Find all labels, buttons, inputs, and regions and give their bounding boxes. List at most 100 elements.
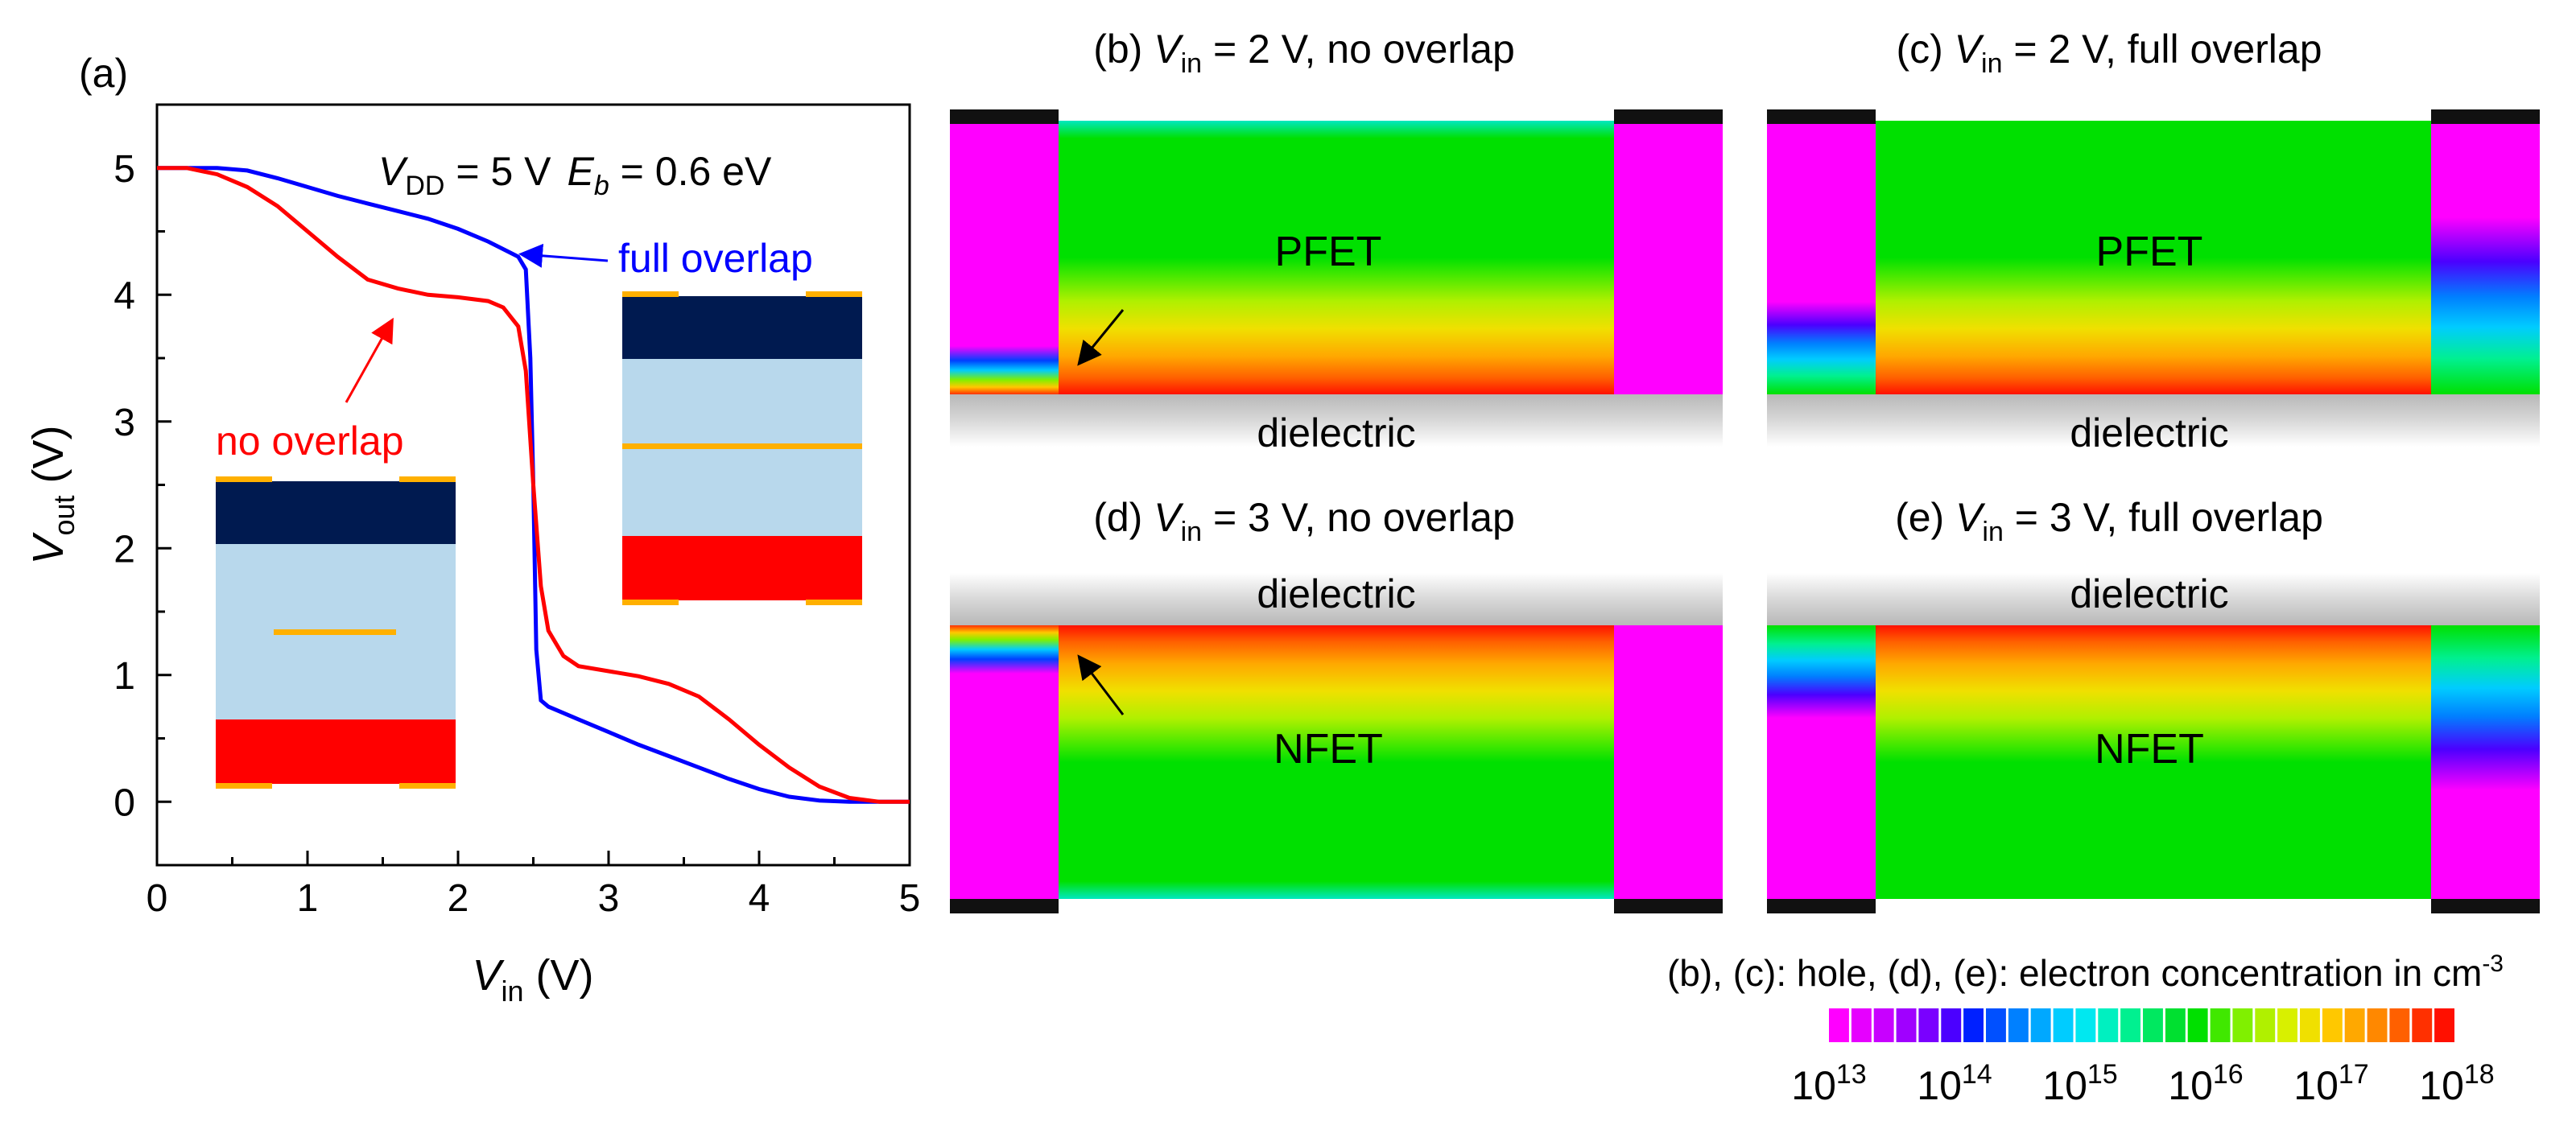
dielectric-layer — [1767, 394, 2540, 447]
panel-c-title: (c) Vin = 2 V, full overlap — [1896, 27, 2322, 79]
drain-contact-region — [1614, 625, 1723, 899]
inset-contact — [216, 476, 272, 482]
colorbar-swatch — [2120, 1008, 2140, 1042]
dielectric-label: dielectric — [1257, 571, 1415, 616]
y-axis-label: Vout (V) — [24, 425, 80, 564]
inset-gate — [274, 629, 396, 635]
x-tick-label: 3 — [598, 877, 620, 920]
colorbar-swatch — [2300, 1008, 2320, 1042]
inset-gate — [622, 443, 862, 449]
inset-top-layer — [622, 296, 862, 359]
y-tick-label: 1 — [114, 655, 135, 698]
full-overlap-label: full overlap — [618, 236, 813, 281]
colorbar-swatch — [2187, 1008, 2208, 1042]
inset-contact — [399, 476, 456, 482]
tick-labels: 0 1 2 3 4 5 0 1 2 3 4 5 — [114, 148, 920, 920]
contact-depletion-band — [2431, 217, 2540, 394]
device-label: NFET — [1274, 726, 1383, 773]
x-tick-label: 5 — [899, 877, 921, 920]
colorbar-tick-label: 1015 — [2042, 1059, 2117, 1108]
panel-a: (a) 0 1 2 3 4 5 0 1 2 3 4 5 Vin (V) Vout (V) VDD = … — [24, 51, 920, 1008]
metal-contact — [2431, 109, 2540, 124]
panel-b: PFET dielectric — [950, 109, 1723, 456]
colorbar-swatch — [2322, 1008, 2343, 1042]
dielectric-label: dielectric — [1257, 410, 1415, 456]
contact-depletion-band — [2431, 625, 2540, 790]
colorbar-swatch — [2412, 1008, 2433, 1042]
panel-e: dielectric NFET — [1767, 571, 2540, 913]
metal-contact — [2431, 899, 2540, 913]
colorbar-swatch — [1851, 1008, 1872, 1042]
inset-contact — [622, 291, 679, 297]
colorbar-swatch — [2210, 1008, 2231, 1042]
colorbar-tick-label: 1016 — [2168, 1059, 2243, 1108]
device-label: PFET — [2096, 229, 2203, 275]
colorbar-tick-label: 1017 — [2293, 1059, 2368, 1108]
metal-contact — [1767, 899, 1876, 913]
colorbar-swatch — [2143, 1008, 2163, 1042]
colorbar-caption: (b), (c): hole, (d), (e): electron conce… — [1667, 950, 2504, 994]
y-tick-label: 3 — [114, 402, 135, 444]
contact-depletion-band — [1767, 625, 1876, 718]
colorbar-ticks: 1013 1014 1015 1016 1017 1018 — [1791, 1059, 2494, 1108]
y-tick-label: 0 — [114, 781, 135, 824]
metal-contact — [1614, 109, 1723, 124]
inset-contact — [806, 291, 862, 297]
vdd-eb-annotation: VDD = 5 V Eb = 0.6 eV — [378, 149, 772, 201]
colorbar-swatch — [2165, 1008, 2186, 1042]
colorbar-swatch — [2434, 1008, 2454, 1042]
dielectric-layer — [1767, 573, 2540, 625]
device-label: PFET — [1275, 229, 1382, 275]
channel-region — [1767, 121, 2540, 394]
metal-contact — [950, 109, 1059, 124]
x-tick-label: 4 — [749, 877, 770, 920]
colorbar-swatch — [1918, 1008, 1939, 1042]
y-tick-label: 4 — [114, 274, 135, 317]
channel-region — [1767, 625, 2540, 899]
corner-arrow — [1077, 309, 1125, 366]
y-tick-label: 5 — [114, 148, 135, 191]
colorbar-tick-label: 1014 — [1917, 1059, 1992, 1108]
panel-e-title: (e) Vin = 3 V, full overlap — [1895, 495, 2323, 547]
panel-d: dielectric NFET — [950, 571, 1723, 913]
metal-contact — [1767, 109, 1876, 124]
series-line-no-overlap — [157, 166, 910, 804]
dielectric-label: dielectric — [2070, 571, 2228, 616]
colorbar-swatch — [2098, 1008, 2119, 1042]
inset-bottom-layer — [622, 536, 862, 600]
panel-b-title: (b) Vin = 2 V, no overlap — [1093, 27, 1515, 79]
y-tick-label: 2 — [114, 528, 135, 571]
x-tick-label: 0 — [147, 877, 168, 920]
corner-depletion — [950, 346, 1059, 394]
x-tick-label: 1 — [297, 877, 319, 920]
colorbar-swatch — [2075, 1008, 2096, 1042]
colorbar-swatch — [2344, 1008, 2365, 1042]
colorbar-swatch — [2008, 1008, 2029, 1042]
colorbar-swatch — [1986, 1008, 2006, 1042]
colorbar-tick-label: 1013 — [1791, 1059, 1866, 1108]
corner-arrow — [1077, 654, 1125, 715]
colorbar-swatch — [2367, 1008, 2388, 1042]
x-axis-label: Vin (V) — [472, 951, 593, 1008]
colorbar-swatches — [1829, 1008, 2454, 1042]
colorbar-swatch — [1941, 1008, 1962, 1042]
colorbar-swatch — [2389, 1008, 2410, 1042]
colorbar-swatch — [1873, 1008, 1894, 1042]
dielectric-layer — [950, 394, 1723, 447]
colorbar-swatch — [1896, 1008, 1917, 1042]
inset-top-layer — [216, 481, 456, 544]
colorbar-swatch — [2277, 1008, 2297, 1042]
colorbar-swatch — [2232, 1008, 2253, 1042]
inset-contact — [806, 600, 862, 605]
panel-c: PFET dielectric — [1767, 109, 2540, 456]
corner-depletion — [950, 625, 1059, 674]
metal-contact — [950, 899, 1059, 913]
full-overlap-arrow — [518, 243, 609, 268]
inset-bottom-layer — [216, 719, 456, 784]
channel-top-edge — [1059, 121, 1614, 138]
drain-contact-region — [1614, 121, 1723, 394]
colorbar: (b), (c): hole, (d), (e): electron conce… — [1667, 950, 2504, 1108]
colorbar-swatch — [2053, 1008, 2074, 1042]
inset-contact — [622, 600, 679, 605]
